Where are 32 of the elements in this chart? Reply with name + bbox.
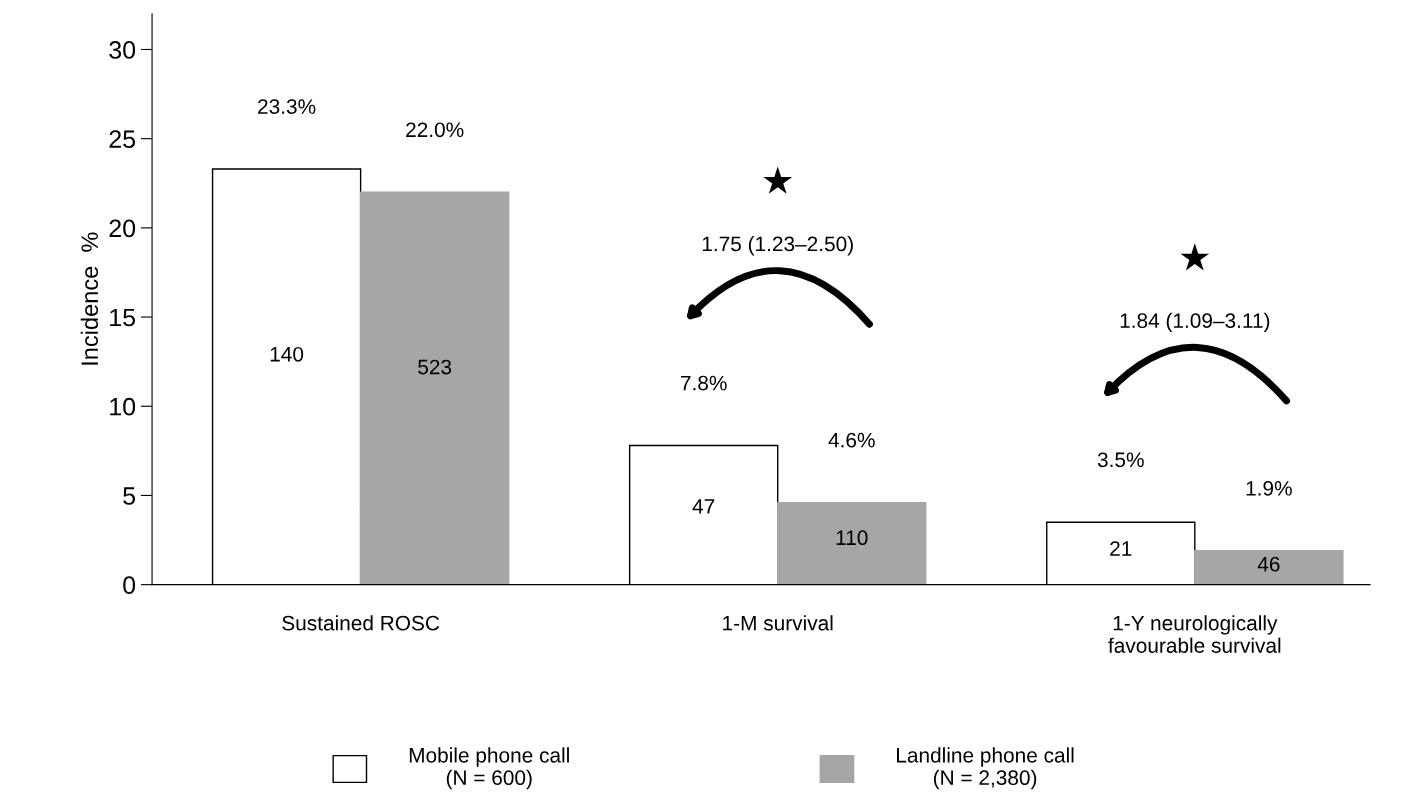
y-tick-label: 0 xyxy=(123,576,136,594)
annotation: ★ xyxy=(1180,243,1210,271)
data-label: 23.3% xyxy=(258,99,316,114)
annotation: 110 xyxy=(836,530,868,546)
annotation: 523 xyxy=(418,359,452,375)
x-tick-label: 1-Y neurologically favourable survival xyxy=(1108,615,1281,653)
y-axis-title: Incidence % xyxy=(80,232,99,365)
y-tick-label: 20 xyxy=(109,219,136,238)
annotation: 21 xyxy=(1110,541,1132,556)
x-tick-label: Sustained ROSC xyxy=(282,615,440,631)
data-label: 3.5% xyxy=(1097,452,1144,468)
annotation: 47 xyxy=(692,499,715,514)
y-tick-label: 25 xyxy=(109,130,136,148)
annotation: 140 xyxy=(270,346,304,362)
bar xyxy=(1194,550,1344,585)
data-label: 4.6% xyxy=(828,432,875,448)
data-label: 7.8% xyxy=(681,375,727,391)
legend-label: Landline phone call (N = 2,380) xyxy=(897,747,1074,790)
data-label: 1.9% xyxy=(1246,480,1292,496)
y-tick-label: 10 xyxy=(110,397,136,416)
bar xyxy=(359,191,510,585)
data-label: 22.0% xyxy=(406,122,464,138)
y-tick-label: 5 xyxy=(123,487,136,505)
annotation: 1.75 (1.23–2.50) xyxy=(702,236,853,256)
annotation: 46 xyxy=(1257,556,1280,572)
x-tick-label: 1-M survival xyxy=(723,615,833,631)
legend-label: Mobile phone call (N = 600) xyxy=(409,747,569,790)
annotation: 1.84 (1.09–3.11) xyxy=(1120,312,1270,333)
annotation: ★ xyxy=(763,166,793,194)
y-tick-label: 30 xyxy=(109,41,136,59)
y-tick-label: 15 xyxy=(110,308,136,327)
bar xyxy=(777,501,927,585)
